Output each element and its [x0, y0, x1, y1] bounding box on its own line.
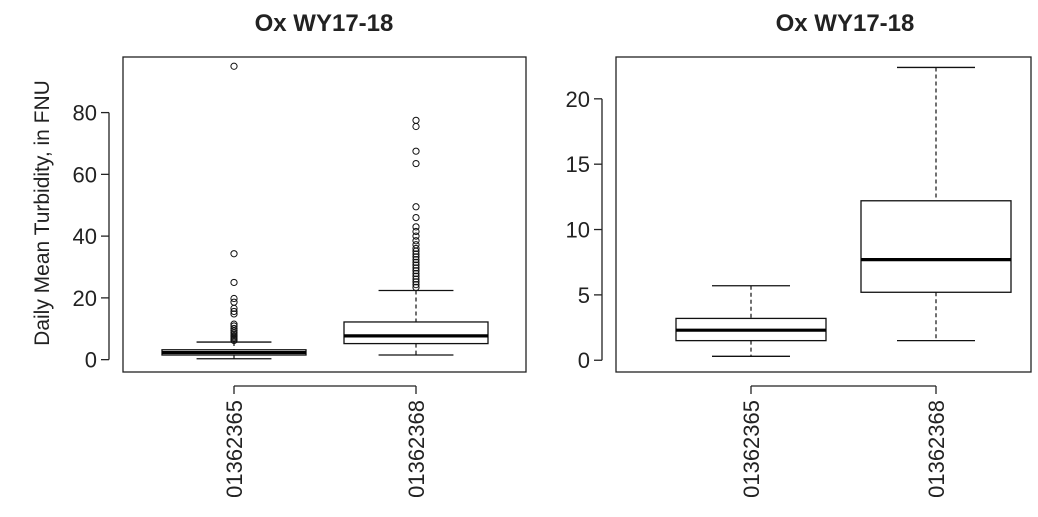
y-tick-label: 5 — [578, 283, 590, 308]
outlier-point — [230, 250, 238, 258]
outlier-point — [230, 324, 238, 333]
outlier-point — [412, 278, 420, 286]
y-tick-label: 60 — [73, 162, 97, 187]
y-tick-label: 15 — [566, 152, 590, 177]
x-tick-label: 01362365 — [222, 400, 247, 498]
outlier-point — [230, 294, 238, 303]
outlier-point — [412, 147, 420, 155]
outlier-point — [412, 223, 420, 231]
outlier-point — [412, 244, 420, 253]
outlier-point — [412, 203, 420, 211]
chart-title: Ox WY17-18 — [255, 10, 394, 37]
outlier-point — [412, 283, 420, 291]
boxplot-panel-right: Ox WY17-18 0 5 10 15 20 01362365 01362368 — [566, 10, 1032, 498]
outlier-point — [230, 298, 238, 306]
outlier-point — [412, 250, 420, 258]
y-tick-label: 10 — [566, 218, 590, 243]
outlier-point — [230, 320, 238, 328]
plot-frame — [615, 56, 1032, 373]
x-tick-label: 01362368 — [404, 400, 429, 498]
outlier-point — [230, 322, 238, 330]
x-tick-label: 01362365 — [739, 400, 764, 498]
outlier-point — [412, 255, 420, 264]
outlier-point — [230, 62, 238, 70]
box-iqr — [860, 200, 1012, 293]
y-tick-label: 0 — [578, 348, 590, 373]
y-tick-label: 80 — [73, 101, 97, 126]
plot-frame — [122, 56, 527, 373]
outlier-point — [412, 159, 420, 168]
outlier-point — [412, 275, 420, 283]
outlier-point — [412, 253, 420, 261]
y-tick-label: 0 — [85, 348, 97, 373]
outlier-point — [412, 261, 420, 269]
boxplot-panel-left: Ox WY17-18 0 20 40 60 80 01362365 01362368 — [73, 10, 527, 498]
outlier-point — [412, 237, 420, 245]
outlier-point — [230, 278, 238, 287]
box-iqr — [343, 321, 489, 345]
outlier-point — [412, 272, 420, 280]
outlier-point — [412, 267, 420, 275]
y-tick-label: 20 — [73, 286, 97, 311]
outlier-point — [412, 213, 420, 222]
y-tick-label: 20 — [566, 87, 590, 112]
outlier-point — [412, 227, 420, 236]
outlier-point — [412, 241, 420, 249]
chart-title: Ox WY17-18 — [776, 10, 915, 37]
outlier-point — [230, 310, 238, 318]
outlier-point — [412, 258, 420, 266]
y-axis-label: Daily Mean Turbidity, in FNU — [31, 80, 54, 346]
outlier-point — [230, 307, 238, 316]
x-tick-label: 01362368 — [924, 400, 949, 498]
outlier-point — [412, 122, 420, 131]
outlier-point — [412, 232, 420, 240]
outlier-point — [412, 269, 420, 278]
outlier-point — [412, 281, 420, 289]
outlier-point — [412, 264, 420, 272]
y-tick-label: 40 — [73, 224, 97, 249]
outlier-point — [412, 116, 420, 124]
